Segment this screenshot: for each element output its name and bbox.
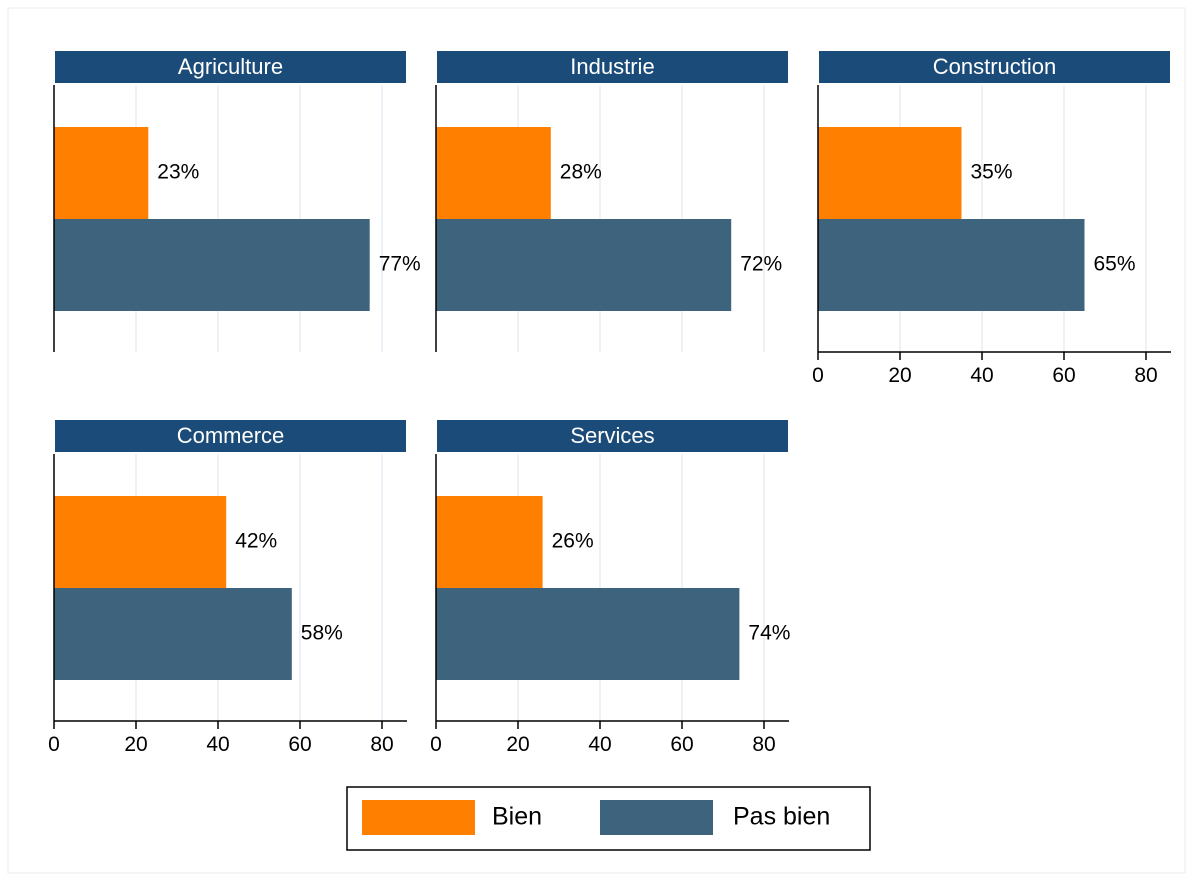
panel-construction: Construction 35% 65% 0 20 40 60 80 — [812, 51, 1171, 387]
panel-agriculture: Agriculture 23% 77% — [53, 51, 421, 352]
panel-header — [437, 51, 788, 83]
x-tick-label: 0 — [430, 733, 442, 756]
legend-swatch — [600, 800, 713, 835]
x-tick-label: 60 — [1052, 364, 1075, 387]
bar-bien — [436, 127, 551, 219]
bar-pas-bien — [436, 588, 740, 680]
panel-title: Commerce — [177, 423, 285, 448]
x-tick-label: 20 — [888, 364, 911, 387]
x-tick-label: 80 — [370, 733, 393, 756]
data-label: 23% — [157, 161, 199, 184]
legend-label: Bien — [492, 803, 542, 831]
panels-layer: Agriculture 23% 77% Industrie 28% 72% Construc… — [48, 51, 1171, 756]
x-tick-label: 60 — [670, 733, 693, 756]
panel-services: Services 26% 74% 0 20 40 60 80 — [430, 420, 790, 756]
panel-header — [55, 420, 406, 452]
panel-title: Construction — [933, 54, 1057, 79]
panel-header — [55, 51, 406, 83]
bar-pas-bien — [54, 219, 370, 311]
data-label: 42% — [235, 530, 277, 553]
x-tick-label: 60 — [288, 733, 311, 756]
panel-header — [437, 420, 788, 452]
data-label: 77% — [379, 253, 421, 276]
data-label: 28% — [560, 161, 602, 184]
data-label: 35% — [971, 161, 1013, 184]
x-tick-label: 0 — [812, 364, 824, 387]
panel-title: Agriculture — [178, 54, 283, 79]
x-tick-label: 0 — [48, 733, 60, 756]
legend-swatch — [362, 800, 475, 835]
x-tick-label: 40 — [970, 364, 993, 387]
panel-header — [819, 51, 1170, 83]
x-tick-label: 80 — [1134, 364, 1157, 387]
x-tick-label: 20 — [506, 733, 529, 756]
legend: Bien Pas bien — [346, 786, 871, 851]
x-tick-label: 40 — [206, 733, 229, 756]
panel-commerce: Commerce 42% 58% 0 20 40 60 80 — [48, 420, 407, 756]
x-tick-label: 80 — [752, 733, 775, 756]
data-label: 58% — [301, 622, 343, 645]
x-tick-label: 20 — [124, 733, 147, 756]
data-label: 65% — [1094, 253, 1136, 276]
data-label: 74% — [748, 622, 790, 645]
panel-title: Industrie — [570, 54, 654, 79]
data-label: 72% — [740, 253, 782, 276]
bar-bien — [436, 496, 543, 588]
data-label: 26% — [552, 530, 594, 553]
bar-bien — [54, 496, 227, 588]
panel-industrie: Industrie 28% 72% — [435, 51, 788, 352]
bar-pas-bien — [436, 219, 732, 311]
bar-pas-bien — [818, 219, 1085, 311]
bar-bien — [54, 127, 149, 219]
x-tick-label: 40 — [588, 733, 611, 756]
bar-bien — [818, 127, 962, 219]
legend-label: Pas bien — [733, 803, 830, 831]
panel-title: Services — [570, 423, 654, 448]
bar-pas-bien — [54, 588, 292, 680]
